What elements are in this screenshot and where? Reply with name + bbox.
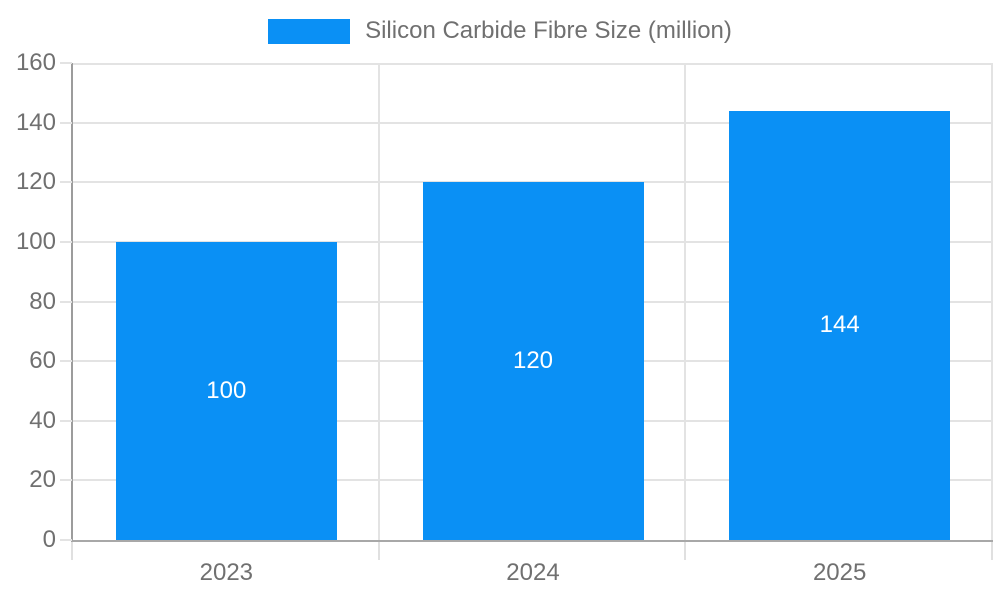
x-axis-tick (684, 542, 687, 560)
bar-2023[interactable]: 100 (115, 241, 337, 540)
y-axis-tick (60, 360, 72, 363)
legend[interactable]: Silicon Carbide Fibre Size (million) (0, 16, 1000, 46)
bar-value-label: 100 (206, 376, 247, 404)
y-axis-tick-label: 160 (15, 49, 56, 76)
y-axis-tick (60, 539, 72, 541)
bar-value-label: 144 (819, 311, 860, 339)
y-axis-tick-label: 140 (15, 108, 56, 136)
y-axis-tick-label: 40 (29, 406, 56, 434)
gridline-vertical (377, 63, 380, 540)
bar-2024[interactable]: 120 (422, 182, 644, 540)
y-axis-tick (60, 479, 72, 482)
y-axis-tick-label: 120 (15, 168, 56, 196)
y-axis-tick-label: 100 (15, 227, 56, 255)
y-axis-tick-label: 0 (42, 526, 56, 553)
plot-area: 100 120 144 (71, 63, 993, 542)
y-axis-tick-label: 20 (29, 466, 56, 494)
x-axis-tick-label: 2024 (506, 559, 560, 586)
y-axis-tick (60, 300, 72, 303)
bar-value-label: 120 (512, 347, 554, 375)
x-axis-tick-label: 2023 (199, 559, 254, 586)
gridline-vertical (991, 63, 993, 540)
y-axis-tick (60, 181, 72, 184)
gridline-horizontal (73, 63, 993, 65)
y-axis-tick (60, 62, 72, 64)
y-axis-tick-label: 80 (29, 287, 56, 315)
x-axis-tick (991, 542, 993, 560)
x-axis-tick-label: 2025 (812, 559, 867, 586)
y-axis-tick (60, 240, 72, 243)
bar-2025[interactable]: 144 (729, 110, 951, 540)
legend-swatch-icon (268, 18, 351, 44)
x-axis-tick (377, 542, 380, 560)
x-axis-tick (71, 542, 73, 560)
y-axis-tick-label: 60 (29, 347, 56, 375)
y-axis-tick (60, 419, 72, 422)
legend-label: Silicon Carbide Fibre Size (million) (365, 17, 732, 44)
gridline-horizontal (73, 121, 993, 124)
y-axis-tick (60, 121, 72, 124)
gridline-vertical (684, 63, 687, 540)
